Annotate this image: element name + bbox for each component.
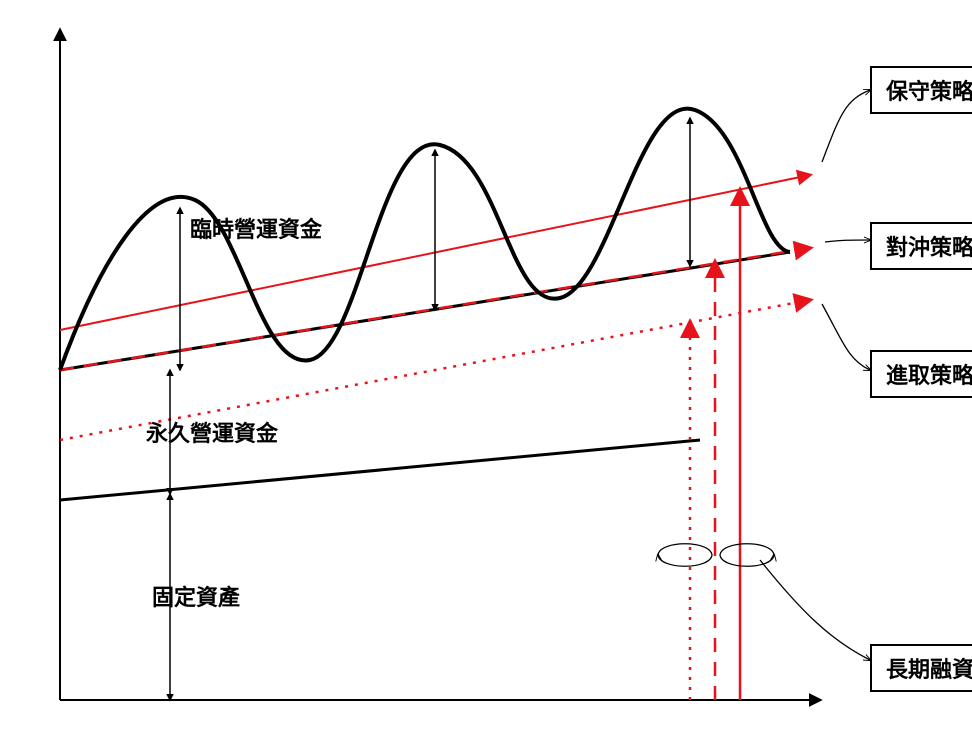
connector-long-term bbox=[760, 560, 870, 660]
conservative-box: 保守策略 bbox=[870, 66, 972, 114]
temporary-wc-label: 臨時營運資金 bbox=[190, 212, 322, 244]
fixed-assets-line bbox=[60, 440, 700, 500]
connector-aggressive bbox=[822, 304, 870, 370]
fixed-assets-label: 固定資產 bbox=[152, 580, 240, 612]
group-ellipse-left bbox=[658, 544, 712, 567]
long-term-box: 長期融資 bbox=[870, 644, 972, 692]
group-ellipse-right bbox=[720, 544, 774, 567]
connector-hedging bbox=[825, 240, 870, 242]
aggressive-box: 進取策略 bbox=[870, 350, 972, 398]
hedging-box: 對沖策略 bbox=[870, 222, 972, 270]
permanent-wc-label: 永久營運資金 bbox=[146, 416, 278, 448]
diagram-stage: 臨時營運資金 永久營運資金 固定資產 保守策略 對沖策略 進取策略 長期融資 bbox=[0, 0, 972, 750]
connector-conservative bbox=[822, 90, 870, 162]
diagram-svg bbox=[0, 0, 972, 750]
wave-line bbox=[60, 109, 790, 370]
